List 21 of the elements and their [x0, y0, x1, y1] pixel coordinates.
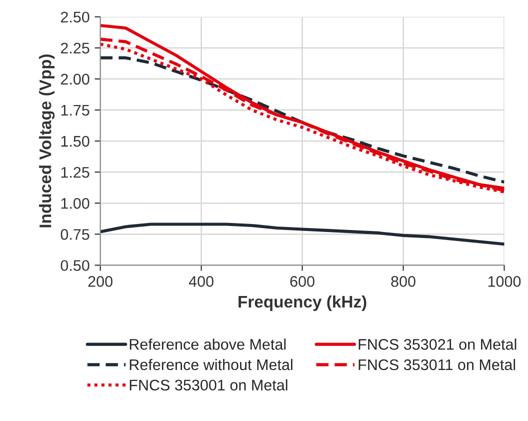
y-tick-label: 2.50	[60, 12, 90, 23]
y-tick-label: 1.00	[61, 198, 90, 209]
x-tick-label: 1000	[488, 276, 521, 287]
legend-label: FNCS 353001 on Metal	[130, 379, 288, 391]
x-tick-label: 600	[290, 276, 314, 287]
y-tick-label: 1.50	[61, 136, 90, 147]
legend-label: FNCS 353021 on Metal	[358, 338, 516, 350]
x-tick-label: 800	[391, 276, 416, 287]
legend-label: Reference above Metal	[130, 338, 286, 350]
y-tick-label: 0.50	[60, 260, 90, 271]
legend-label: Reference without Metal	[130, 358, 292, 370]
x-axis-title: Frequency (kHz)	[238, 295, 366, 311]
y-tick-label: 1.75	[61, 105, 90, 116]
y-axis-title: Induced Voltage (Vpp)	[39, 54, 55, 228]
x-tick-label: 400	[188, 276, 214, 287]
legend-label: FNCS 353011 on Metal	[358, 358, 516, 370]
y-tick-label: 2.00	[60, 74, 90, 85]
y-tick-label: 2.25	[60, 42, 90, 54]
x-tick-label: 200	[88, 276, 112, 287]
y-tick-label: 1.25	[61, 166, 90, 178]
y-tick-label: 0.75	[60, 229, 90, 240]
